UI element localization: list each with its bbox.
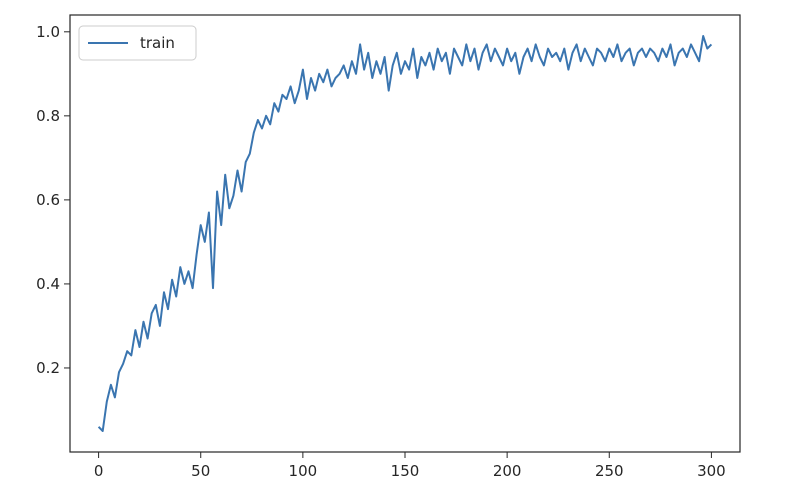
- x-axis: 0 50 100 150 200 250 300: [94, 452, 726, 480]
- x-tick-label: 300: [697, 462, 726, 480]
- x-tick-label: 200: [493, 462, 522, 480]
- x-tick-label: 250: [595, 462, 624, 480]
- y-tick-label: 0.4: [36, 275, 60, 293]
- y-tick-label: 1.0: [36, 23, 60, 41]
- y-tick-label: 0.2: [36, 359, 60, 377]
- y-tick-label: 0.8: [36, 107, 60, 125]
- legend-label-train: train: [140, 34, 175, 52]
- x-tick-label: 150: [391, 462, 420, 480]
- x-tick-label: 50: [191, 462, 210, 480]
- plot-area: [70, 15, 740, 452]
- y-axis: 0.2 0.4 0.6 0.8 1.0: [36, 23, 70, 377]
- series-layer: [97, 35, 713, 432]
- x-tick-label: 100: [289, 462, 318, 480]
- legend: train: [78, 25, 197, 61]
- y-tick-label: 0.6: [36, 191, 60, 209]
- legend-box: [78, 25, 197, 61]
- x-tick-label: 0: [94, 462, 104, 480]
- series-line-train: [97, 35, 713, 432]
